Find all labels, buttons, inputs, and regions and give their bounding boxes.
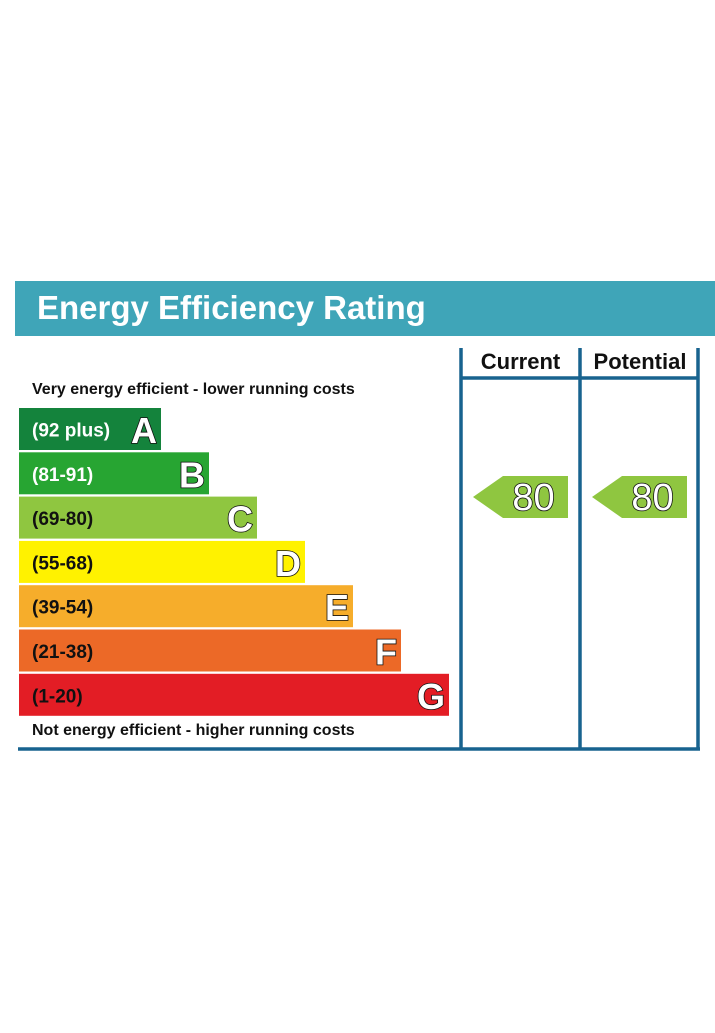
band-range-a: (92 plus) xyxy=(32,421,110,442)
band-letter-e: E xyxy=(325,587,349,628)
band-letter-g: G xyxy=(417,676,445,717)
band-bar-d xyxy=(19,540,305,583)
band-letter-b: B xyxy=(179,454,205,495)
band-bar-g xyxy=(19,673,449,716)
column-header-current: Current xyxy=(481,349,561,374)
band-range-c: (69-80) xyxy=(32,509,93,530)
band-bar-b xyxy=(19,452,209,495)
caption-bottom: Not energy efficient - higher running co… xyxy=(32,722,355,739)
band-bar-f xyxy=(19,629,401,672)
current-rating-arrow xyxy=(473,476,568,518)
band-range-f: (21-38) xyxy=(32,642,93,663)
band-range-d: (55-68) xyxy=(32,553,93,574)
potential-rating-value: 80 xyxy=(631,477,673,519)
band-range-e: (39-54) xyxy=(32,598,93,619)
header-bar xyxy=(15,281,715,336)
band-bar-e xyxy=(19,585,353,628)
current-rating-value: 80 xyxy=(512,477,554,519)
caption-top: Very energy efficient - lower running co… xyxy=(32,381,355,398)
band-letter-a: A xyxy=(131,410,157,451)
band-letter-c: C xyxy=(227,499,253,540)
potential-rating-arrow xyxy=(592,476,687,518)
column-header-potential: Potential xyxy=(594,349,687,374)
band-range-b: (81-91) xyxy=(32,465,93,486)
band-bar-c xyxy=(19,496,257,539)
chart-title: Energy Efficiency Rating xyxy=(37,289,426,326)
band-bar-a xyxy=(19,408,161,450)
band-letter-f: F xyxy=(375,632,397,673)
band-range-g: (1-20) xyxy=(32,686,83,707)
rating-indicators: 80 80 xyxy=(473,476,687,520)
rating-bands: (92 plus) A (81-91) B (69-80) C (55-68) D (39-54… xyxy=(19,408,449,718)
band-letter-d: D xyxy=(275,543,301,584)
